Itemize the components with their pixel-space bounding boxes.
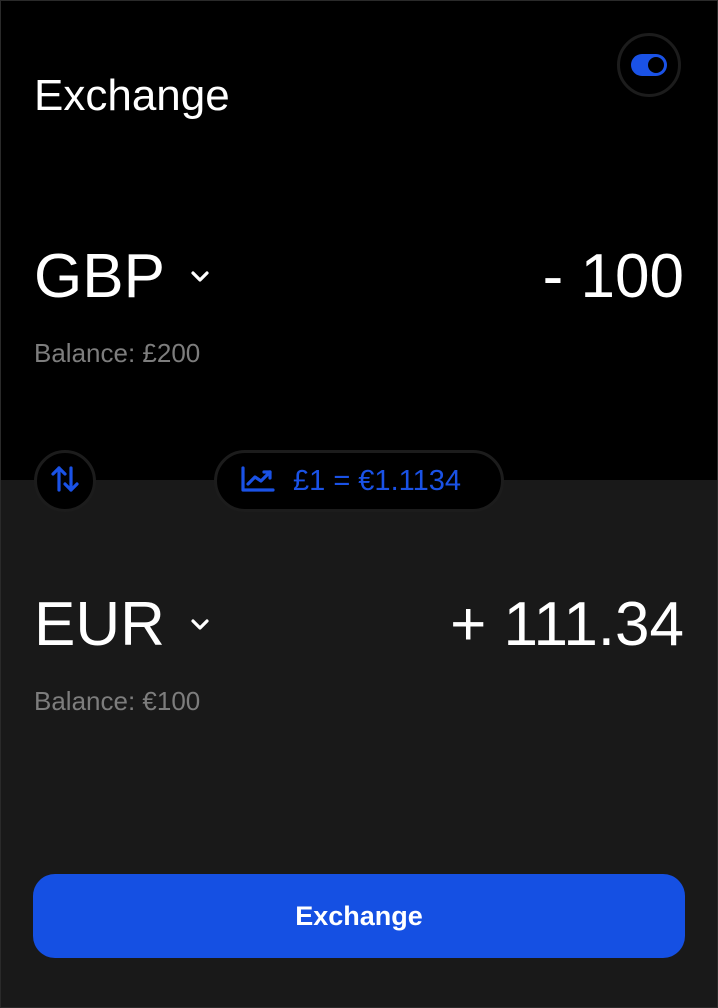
exchange-button[interactable]: Exchange <box>33 874 685 958</box>
chevron-down-icon <box>187 612 213 638</box>
swap-vertical-icon <box>51 464 79 499</box>
toggle-icon <box>631 54 667 76</box>
from-amount-input[interactable]: - 100 <box>542 242 684 311</box>
page-title: Exchange <box>34 71 230 121</box>
from-currency-selector[interactable]: GBP <box>34 242 213 312</box>
to-amount-value[interactable]: + 111.34 <box>450 590 684 659</box>
exchange-rate-button[interactable]: £1 = €1.1134 <box>214 450 504 512</box>
to-currency-code: EUR <box>34 590 165 659</box>
source-panel <box>0 0 718 480</box>
to-currency-selector[interactable]: EUR <box>34 590 213 660</box>
swap-currencies-button[interactable] <box>34 450 96 512</box>
settings-toggle-button[interactable] <box>617 33 681 97</box>
to-balance: Balance: €100 <box>34 686 201 716</box>
chevron-down-icon <box>187 264 213 290</box>
from-currency-code: GBP <box>34 242 165 311</box>
trending-up-chart-icon <box>241 465 275 497</box>
exchange-rate-text: £1 = €1.1134 <box>293 464 461 497</box>
from-balance: Balance: £200 <box>34 338 201 368</box>
